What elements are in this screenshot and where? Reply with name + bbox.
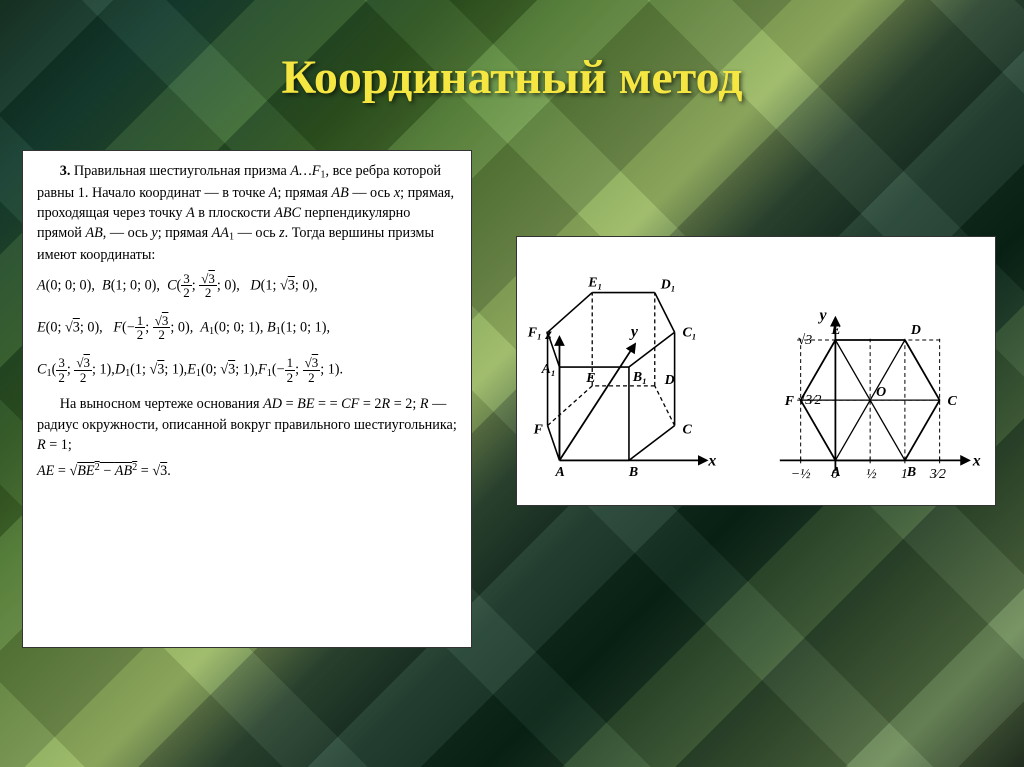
svg-text:E: E xyxy=(830,323,840,338)
svg-text:C₁: C₁ xyxy=(683,325,697,340)
diagram-card: zxyABCDEFA₁B₁C₁D₁E₁F₁xy−½0½13⁄2√3⁄2√3OAB… xyxy=(516,236,996,506)
svg-text:3⁄2: 3⁄2 xyxy=(929,467,946,482)
problem-text-card: 3. Правильная шестиугольная призма A…F1,… xyxy=(22,150,472,648)
svg-text:C: C xyxy=(948,394,958,409)
svg-text:B: B xyxy=(628,465,638,480)
svg-text:A₁: A₁ xyxy=(541,362,556,377)
svg-text:√3: √3 xyxy=(798,333,813,348)
svg-text:F₁: F₁ xyxy=(527,325,542,340)
svg-text:F: F xyxy=(784,394,795,409)
svg-text:y: y xyxy=(629,323,639,340)
svg-text:E₁: E₁ xyxy=(587,276,602,291)
intro-text: Правильная шестиугольная призма A…F1, вс… xyxy=(37,163,454,263)
problem-intro: 3. Правильная шестиугольная призма A…F1,… xyxy=(37,161,457,266)
diagram-svg: zxyABCDEFA₁B₁C₁D₁E₁F₁xy−½0½13⁄2√3⁄2√3OAB… xyxy=(517,237,995,505)
svg-text:O: O xyxy=(876,385,886,400)
coords-row-3: C1(32; √32; 1),D1⁠(1; √3; 1),E1⁠(0; √3; … xyxy=(37,356,457,384)
svg-text:A: A xyxy=(554,465,564,480)
svg-text:D₁: D₁ xyxy=(660,278,676,293)
svg-text:E: E xyxy=(585,371,595,386)
coords-row-2: E⁠(0; √3; 0), F⁠(−12; √32; 0), A1(0; 0; … xyxy=(37,314,457,342)
slide-title: Координатный метод xyxy=(0,50,1024,105)
formula-ae: AE = √BE2 − AB2 = √3. xyxy=(37,461,457,481)
note-1: На выносном чертеже основания AD = BE = … xyxy=(37,394,457,454)
svg-text:D: D xyxy=(910,323,921,338)
problem-number: 3. xyxy=(60,163,71,179)
svg-text:B: B xyxy=(906,465,916,480)
svg-text:A: A xyxy=(830,465,840,480)
svg-text:y: y xyxy=(818,307,828,324)
svg-text:x: x xyxy=(972,452,981,469)
svg-text:D: D xyxy=(664,373,675,388)
coords-row-1: A(0; 0; 0), B(1; 0; 0), C⁠(32; √32; 0), … xyxy=(37,272,457,300)
svg-text:x: x xyxy=(707,452,716,469)
svg-text:F: F xyxy=(533,423,544,438)
svg-text:½: ½ xyxy=(866,467,877,482)
svg-text:C: C xyxy=(683,423,693,438)
svg-text:B₁: B₁ xyxy=(632,370,647,385)
svg-text:−½: −½ xyxy=(791,467,811,482)
